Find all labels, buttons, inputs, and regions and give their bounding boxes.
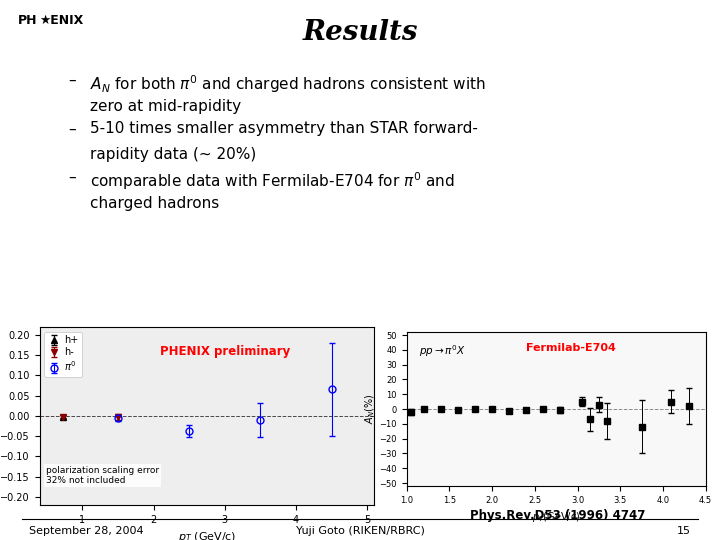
- Text: Fermilab-E704: Fermilab-E704: [526, 343, 616, 353]
- Text: PH: PH: [18, 14, 37, 26]
- X-axis label: $p_T$ (GeV/c): $p_T$ (GeV/c): [178, 530, 236, 540]
- Text: comparable data with Fermilab-E704 for $\pi^0$ and: comparable data with Fermilab-E704 for $…: [90, 170, 455, 192]
- Text: Yuji Goto (RIKEN/RBRC): Yuji Goto (RIKEN/RBRC): [296, 526, 424, 537]
- Text: zero at mid-rapidity: zero at mid-rapidity: [90, 99, 241, 114]
- Text: rapidity data (~ 20%): rapidity data (~ 20%): [90, 147, 256, 163]
- Text: –: –: [68, 170, 76, 185]
- Text: –: –: [68, 122, 76, 137]
- X-axis label: $p_T$(GeV/c): $p_T$(GeV/c): [532, 510, 580, 524]
- Text: 15: 15: [678, 526, 691, 537]
- Text: PHENIX preliminary: PHENIX preliminary: [160, 345, 290, 357]
- Text: polarization scaling error
32% not included: polarization scaling error 32% not inclu…: [46, 465, 159, 485]
- Text: $pp \rightarrow \pi^0X$: $pp \rightarrow \pi^0X$: [419, 343, 466, 359]
- Text: $A_N$ for both $\pi^0$ and charged hadrons consistent with: $A_N$ for both $\pi^0$ and charged hadro…: [90, 73, 486, 94]
- Text: charged hadrons: charged hadrons: [90, 196, 220, 211]
- Y-axis label: $A_N$(%): $A_N$(%): [363, 394, 377, 424]
- Text: Results: Results: [302, 19, 418, 46]
- Legend: h+, h-, $\pi^0$: h+, h-, $\pi^0$: [45, 332, 82, 377]
- Text: ★ENIX: ★ENIX: [40, 14, 84, 26]
- Text: Phys.Rev.D53 (1996) 4747: Phys.Rev.D53 (1996) 4747: [470, 509, 646, 522]
- Text: 5-10 times smaller asymmetry than STAR forward-: 5-10 times smaller asymmetry than STAR f…: [90, 122, 478, 137]
- Text: –: –: [68, 73, 76, 88]
- Text: September 28, 2004: September 28, 2004: [29, 526, 143, 537]
